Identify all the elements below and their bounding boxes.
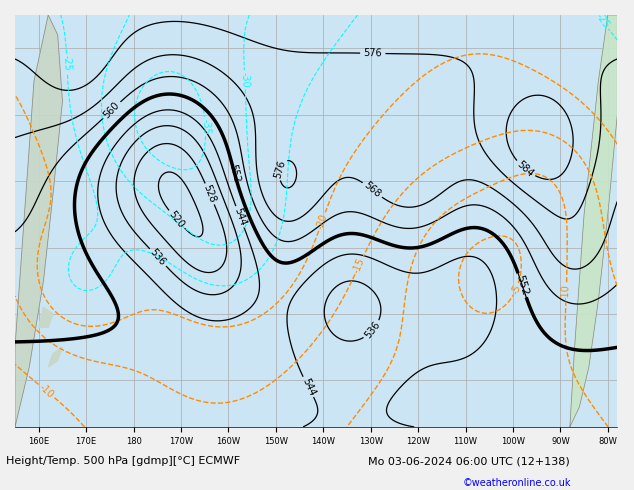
Text: 584: 584 — [515, 159, 535, 179]
Text: ©weatheronline.co.uk: ©weatheronline.co.uk — [463, 478, 571, 488]
Text: 536: 536 — [148, 247, 168, 268]
Text: 552: 552 — [228, 163, 242, 184]
Polygon shape — [48, 347, 62, 367]
Text: -25: -25 — [61, 55, 72, 72]
Text: 520: 520 — [167, 209, 186, 230]
Text: 552: 552 — [514, 274, 530, 297]
Text: Mo 03-06-2024 06:00 UTC (12+138): Mo 03-06-2024 06:00 UTC (12+138) — [368, 457, 569, 466]
Text: 528: 528 — [202, 183, 217, 204]
Text: 536: 536 — [363, 319, 382, 340]
Polygon shape — [15, 15, 62, 427]
Text: -15: -15 — [351, 256, 367, 274]
Text: -20: -20 — [315, 213, 329, 231]
Text: -30: -30 — [240, 72, 250, 88]
Text: -35: -35 — [200, 119, 211, 135]
Text: -10: -10 — [561, 284, 571, 300]
Text: -5: -5 — [510, 283, 522, 295]
Text: -25: -25 — [593, 11, 611, 30]
Polygon shape — [570, 15, 618, 427]
Text: 560: 560 — [102, 100, 122, 120]
Text: -10: -10 — [37, 382, 56, 400]
Text: 544: 544 — [232, 206, 248, 227]
Text: 568: 568 — [362, 180, 382, 200]
Text: 544: 544 — [300, 376, 317, 397]
Text: 576: 576 — [273, 159, 288, 180]
Text: Height/Temp. 500 hPa [gdmp][°C] ECMWF: Height/Temp. 500 hPa [gdmp][°C] ECMWF — [6, 457, 240, 466]
Text: 576: 576 — [363, 48, 382, 58]
Polygon shape — [39, 307, 53, 327]
